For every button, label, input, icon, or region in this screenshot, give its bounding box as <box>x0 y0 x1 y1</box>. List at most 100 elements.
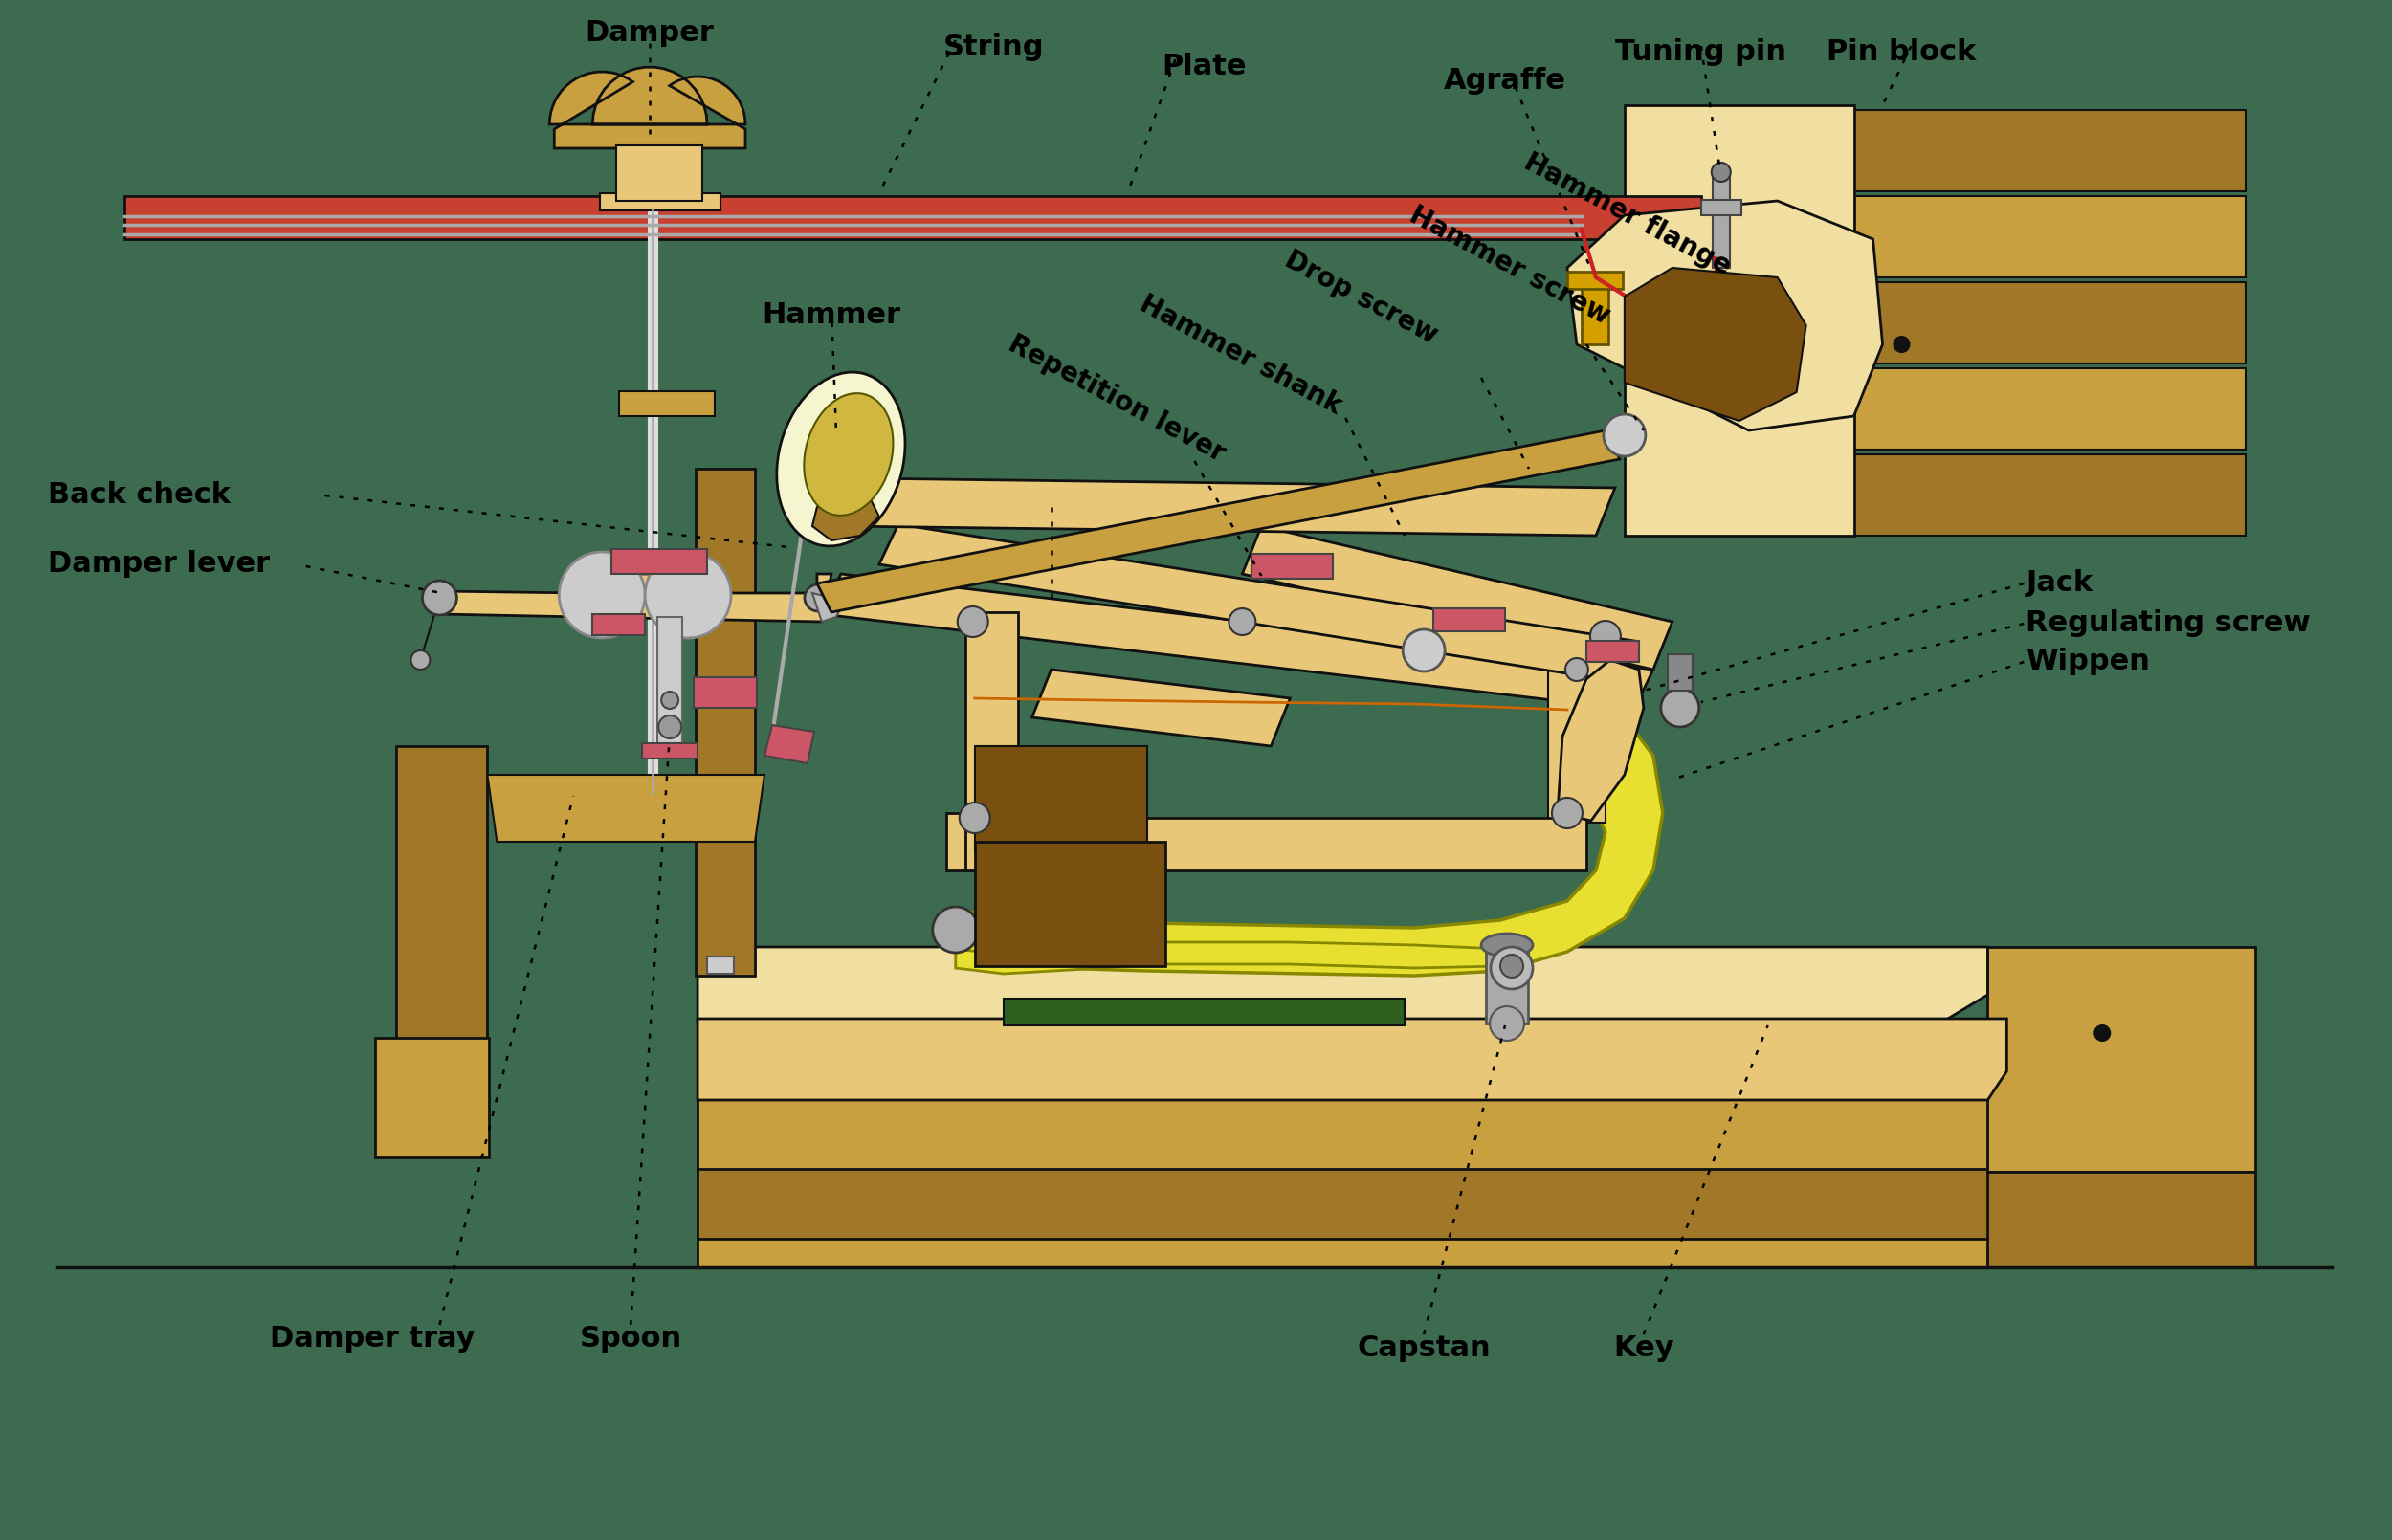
Circle shape <box>660 691 679 708</box>
Circle shape <box>1603 414 1646 456</box>
Circle shape <box>1660 688 1698 727</box>
Bar <box>708 956 734 973</box>
Text: Hammer shank: Hammer shank <box>1136 290 1347 419</box>
Polygon shape <box>698 1018 2007 1100</box>
Bar <box>974 842 1165 966</box>
Bar <box>1988 1172 2256 1267</box>
Bar <box>1701 200 1741 216</box>
Polygon shape <box>957 942 1500 973</box>
Bar <box>1713 172 1729 268</box>
Text: Jack: Jack <box>2026 570 2093 598</box>
Bar <box>1988 947 2256 1172</box>
Bar <box>641 744 698 759</box>
Bar <box>1835 454 2246 536</box>
Circle shape <box>646 551 732 638</box>
Circle shape <box>1749 211 1768 229</box>
Text: Hammer: Hammer <box>763 302 902 330</box>
Circle shape <box>1402 630 1445 671</box>
Bar <box>1581 282 1607 345</box>
Ellipse shape <box>1481 933 1533 956</box>
Polygon shape <box>1557 661 1643 821</box>
Text: Repetition lever: Repetition lever <box>1002 330 1229 467</box>
Polygon shape <box>440 574 832 622</box>
Text: Damper tray: Damper tray <box>270 1324 476 1352</box>
Bar <box>1548 631 1605 822</box>
Circle shape <box>1713 163 1729 182</box>
Bar <box>1667 654 1694 690</box>
Bar <box>1433 608 1505 631</box>
Bar <box>620 391 715 416</box>
Bar <box>612 550 708 574</box>
Bar <box>1586 641 1639 662</box>
Bar <box>694 678 756 708</box>
Circle shape <box>1500 955 1524 978</box>
Ellipse shape <box>777 373 904 547</box>
Text: String: String <box>942 34 1045 62</box>
Polygon shape <box>1624 268 1806 420</box>
Circle shape <box>1552 798 1584 829</box>
Polygon shape <box>1567 200 1883 431</box>
Circle shape <box>1490 1006 1524 1041</box>
Bar <box>696 468 756 976</box>
Bar <box>964 818 1586 870</box>
Bar <box>1624 105 1854 536</box>
Bar <box>1485 947 1528 1024</box>
Bar <box>1567 271 1622 290</box>
Bar <box>1835 109 2246 191</box>
Ellipse shape <box>804 393 892 516</box>
Bar <box>1835 282 2246 363</box>
Text: Regulating screw: Regulating screw <box>2026 610 2311 638</box>
Polygon shape <box>957 698 1662 976</box>
Bar <box>1002 998 1404 1026</box>
Bar <box>1835 368 2246 450</box>
Circle shape <box>959 802 990 833</box>
Bar <box>600 192 720 211</box>
Text: Capstan: Capstan <box>1356 1334 1490 1361</box>
Bar <box>658 618 682 752</box>
Polygon shape <box>765 725 813 764</box>
Bar <box>376 1038 490 1158</box>
Polygon shape <box>813 493 880 541</box>
Polygon shape <box>1031 670 1289 745</box>
Text: Plate: Plate <box>1163 52 1246 80</box>
Bar <box>617 145 703 200</box>
Bar <box>397 745 488 1043</box>
Text: Hammer flange: Hammer flange <box>1519 148 1737 280</box>
Polygon shape <box>813 593 842 622</box>
Polygon shape <box>488 775 765 842</box>
Text: Damper lever: Damper lever <box>48 550 270 578</box>
Bar <box>964 613 1017 822</box>
Polygon shape <box>1241 527 1672 670</box>
Text: Agraffe: Agraffe <box>1445 66 1567 94</box>
Polygon shape <box>823 574 1653 710</box>
Bar <box>974 745 1146 852</box>
Bar <box>1835 196 2246 277</box>
Bar <box>1251 554 1332 579</box>
Polygon shape <box>842 479 1615 536</box>
Circle shape <box>933 907 978 953</box>
Bar <box>698 1096 2036 1172</box>
Bar <box>698 1169 2036 1243</box>
Circle shape <box>423 581 457 614</box>
Polygon shape <box>818 431 1619 613</box>
Polygon shape <box>550 68 746 148</box>
Bar <box>698 1238 2036 1267</box>
Text: Back check: Back check <box>48 482 230 510</box>
Polygon shape <box>698 947 1988 1024</box>
Text: Pin block: Pin block <box>1827 38 1976 66</box>
Circle shape <box>411 650 431 670</box>
Bar <box>593 614 646 634</box>
Circle shape <box>1490 947 1533 989</box>
Polygon shape <box>880 524 1634 681</box>
Circle shape <box>2095 1026 2110 1041</box>
Text: Key: Key <box>1612 1334 1674 1361</box>
Circle shape <box>1894 337 1909 353</box>
Text: Wippen: Wippen <box>2026 648 2150 676</box>
Circle shape <box>804 585 832 611</box>
Text: Hammer screw: Hammer screw <box>1404 202 1615 330</box>
Text: Damper: Damper <box>586 18 715 46</box>
Text: Drop screw: Drop screw <box>1280 246 1442 350</box>
Circle shape <box>1229 608 1256 634</box>
Text: Spoon: Spoon <box>579 1324 682 1352</box>
Bar <box>124 196 1701 239</box>
